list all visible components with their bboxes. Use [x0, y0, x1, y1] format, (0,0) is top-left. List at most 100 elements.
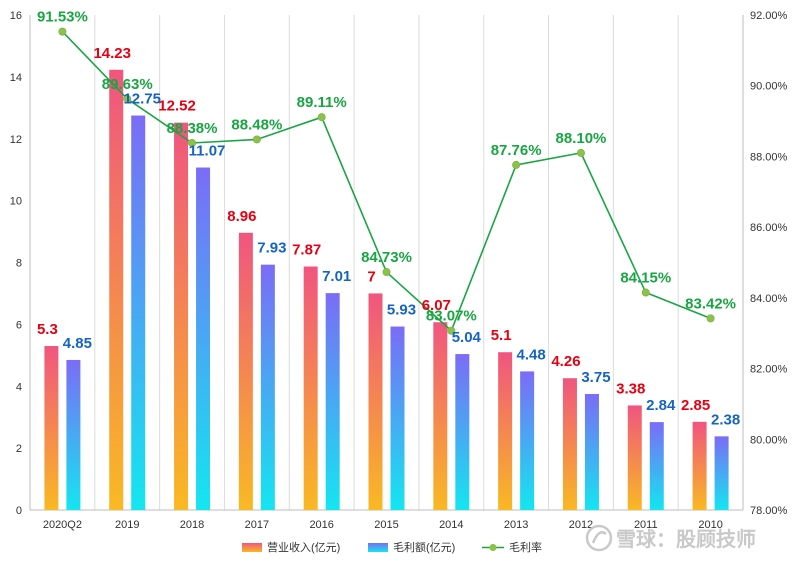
gross-profit-data-label: 7.01	[322, 268, 351, 285]
legend-revenue-swatch	[242, 543, 262, 552]
revenue-bar	[627, 405, 642, 510]
watermark-text: 雪球：股顾技师	[616, 527, 756, 551]
gross-margin-data-label: 84.73%	[361, 249, 412, 266]
revenue-bar	[174, 122, 189, 510]
y-left-tick-label: 16	[10, 10, 22, 22]
x-tick-label: 2018	[180, 519, 204, 531]
gross-profit-bar	[390, 326, 405, 510]
gross-margin-point	[447, 326, 456, 335]
x-tick-label: 2016	[309, 519, 333, 531]
revenue-data-label: 4.26	[551, 353, 580, 370]
revenue-bar	[238, 232, 253, 511]
y-left-tick-label: 2	[16, 443, 22, 455]
x-tick-label: 2017	[245, 519, 269, 531]
gross-margin-data-label: 83.07%	[426, 308, 477, 325]
y-right-tick-label: 84.00%	[750, 293, 788, 305]
revenue-data-label: 12.52	[158, 98, 196, 115]
gross-margin-point	[576, 148, 585, 157]
gross-margin-point	[317, 113, 326, 122]
gross-profit-data-label: 2.84	[646, 397, 676, 414]
gross-profit-data-label: 11.07	[189, 143, 226, 160]
gross-profit-bar	[520, 371, 535, 510]
revenue-data-label: 7.87	[292, 242, 321, 259]
x-tick-label: 2013	[504, 519, 528, 531]
gross-profit-data-label: 5.93	[387, 302, 416, 319]
gross-margin-data-label: 88.48%	[231, 116, 282, 133]
gross-margin-point	[641, 288, 650, 297]
revenue-bar	[498, 352, 513, 510]
gross-profit-data-label: 4.85	[63, 335, 92, 352]
gross-profit-bar	[131, 115, 146, 510]
revenue-data-label: 7	[367, 268, 375, 285]
revenue-bar	[692, 421, 707, 510]
gross-profit-bar	[649, 422, 664, 510]
gross-margin-data-label: 87.76%	[491, 142, 542, 159]
revenue-bar	[44, 346, 59, 510]
gross-profit-data-label: 5.04	[452, 329, 482, 346]
y-right-tick-label: 82.00%	[750, 364, 788, 376]
gross-margin-data-label: 88.38%	[167, 120, 218, 137]
gross-profit-bar	[325, 293, 340, 510]
y-right-tick-label: 88.00%	[750, 151, 788, 163]
legend-margin-marker	[489, 543, 497, 552]
gross-profit-data-label: 4.48	[517, 346, 546, 363]
gross-margin-point	[58, 27, 67, 36]
gross-profit-data-label: 2.38	[711, 411, 740, 428]
y-left-tick-label: 14	[10, 72, 22, 84]
chart-legend: 营业收入(亿元) 毛利额(亿元) 毛利率	[242, 540, 542, 554]
gross-profit-bar	[714, 436, 729, 510]
watermark-logo-icon	[585, 524, 613, 552]
revenue-data-label: 3.38	[616, 380, 645, 397]
revenue-data-label: 6.07	[422, 297, 451, 314]
gross-profit-bar	[66, 359, 81, 510]
gross-margin-data-label: 88.10%	[556, 130, 607, 147]
revenue-bar	[368, 293, 383, 510]
y-right-tick-label: 86.00%	[750, 222, 788, 234]
revenue-bar	[109, 69, 124, 511]
x-tick-label: 2015	[374, 519, 398, 531]
revenue-bar	[562, 378, 577, 510]
gross-profit-data-label: 7.93	[257, 240, 286, 257]
legend-margin-label: 毛利率	[509, 540, 542, 554]
gross-margin-data-label: 89.63%	[102, 76, 153, 93]
chart-line	[58, 27, 715, 335]
chart-bars	[44, 69, 729, 511]
gross-margin-data-label: 91.53%	[37, 9, 88, 26]
revenue-data-label: 5.3	[37, 321, 58, 338]
x-tick-label: 2010	[698, 519, 722, 531]
y-right-tick-label: 78.00%	[750, 505, 788, 517]
revenue-bar	[303, 266, 318, 510]
revenue-bar	[433, 322, 448, 510]
y-left-tick-label: 6	[16, 319, 22, 331]
legend-gross-profit-swatch	[368, 543, 388, 552]
gross-profit-bar	[196, 167, 211, 510]
y-left-tick-label: 0	[16, 505, 22, 517]
gross-margin-point	[382, 268, 391, 277]
y-left-tick-label: 8	[16, 258, 22, 270]
gross-margin-data-label: 83.42%	[685, 295, 736, 312]
gross-profit-bar	[455, 354, 470, 510]
gross-margin-point	[252, 135, 261, 144]
gross-margin-point	[706, 314, 715, 323]
y-right-tick-label: 92.00%	[750, 10, 788, 22]
gross-margin-data-label: 84.15%	[620, 270, 671, 287]
watermark: 雪球：股顾技师	[585, 524, 756, 552]
gross-margin-data-label: 89.11%	[297, 94, 347, 111]
revenue-data-label: 2.85	[681, 397, 710, 414]
gross-profit-bar	[584, 393, 599, 510]
x-tick-label: 2019	[115, 519, 139, 531]
legend-gross-profit-label: 毛利额(亿元)	[393, 541, 455, 554]
gross-margin-point	[188, 138, 197, 147]
revenue-data-label: 8.96	[227, 208, 256, 225]
legend-revenue-label: 营业收入(亿元)	[267, 540, 340, 554]
gross-margin-point	[123, 94, 132, 103]
gross-profit-data-label: 3.75	[581, 369, 610, 386]
gross-profit-data-label: 12.75	[123, 91, 161, 108]
y-left-tick-label: 10	[10, 196, 22, 208]
chart-gridlines	[94, 15, 679, 510]
gross-margin-point	[512, 160, 521, 169]
gross-profit-bar	[260, 264, 275, 510]
chart-axes: 0 2 4 6 8 10 12 14 16 78.00% 80.00% 82.00% 84.00% 86.…	[10, 10, 788, 531]
